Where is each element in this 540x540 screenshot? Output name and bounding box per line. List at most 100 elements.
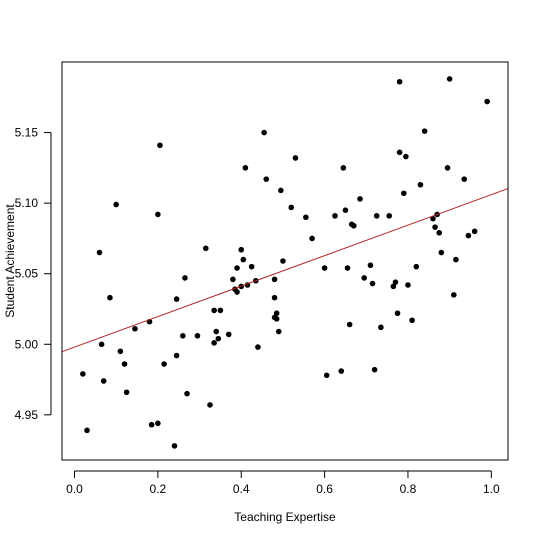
x-axis: 0.0 0.2 0.4 0.6 0.8 1.0 (66, 470, 500, 496)
y-axis-title: Student Achievement (3, 204, 17, 318)
y-tick-label: 5.15 (15, 126, 39, 140)
data-point (292, 155, 299, 161)
data-point (371, 366, 378, 373)
y-axis: 4.95 5.00 5.05 5.10 5.15 (15, 126, 52, 422)
data-point (98, 341, 105, 348)
data-point (346, 321, 353, 328)
data-point (255, 344, 261, 350)
data-point (396, 78, 403, 85)
data-point (409, 317, 415, 324)
data-point (321, 265, 328, 271)
data-point (453, 256, 459, 263)
data-point (280, 258, 286, 264)
data-point (194, 333, 201, 339)
data-point (96, 249, 103, 256)
data-point (107, 294, 113, 301)
data-point (117, 348, 124, 355)
data-point (157, 142, 163, 149)
data-point (132, 325, 138, 332)
plot-frame (61, 61, 509, 461)
data-point (323, 372, 330, 379)
data-point (332, 213, 338, 219)
data-point (288, 204, 295, 211)
data-point (386, 213, 393, 219)
data-point (123, 389, 130, 396)
data-point (350, 222, 357, 229)
data-point (273, 310, 280, 317)
data-point (438, 249, 445, 256)
x-tick-label: 0.8 (400, 482, 417, 496)
x-tick-label: 0.2 (150, 482, 167, 496)
regression-line (61, 188, 509, 353)
data-point (275, 328, 282, 335)
data-point (421, 128, 428, 134)
data-point (400, 190, 407, 197)
data-point (248, 263, 255, 270)
data-point (432, 224, 438, 230)
data-point (484, 98, 490, 105)
x-tick-label: 0.4 (233, 482, 250, 496)
data-point (80, 371, 86, 377)
data-point (225, 331, 232, 338)
data-point (392, 279, 399, 285)
data-point (113, 201, 119, 208)
data-point (155, 420, 161, 427)
data-point (390, 283, 397, 290)
data-point (278, 187, 284, 194)
data-point (182, 275, 188, 281)
data-point (378, 324, 384, 331)
data-point (303, 214, 309, 221)
data-point (309, 235, 315, 242)
data-point (238, 246, 245, 253)
data-point (161, 361, 167, 367)
data-point (180, 333, 186, 339)
data-point (396, 149, 403, 156)
y-tick-label: 4.95 (15, 408, 39, 422)
data-point (211, 340, 217, 346)
data-point (148, 421, 155, 428)
data-point (367, 262, 374, 269)
y-tick-label: 5.00 (15, 337, 39, 351)
data-points (80, 76, 490, 449)
x-tick-label: 0.6 (316, 482, 333, 496)
data-point (155, 211, 161, 218)
data-point (413, 263, 420, 270)
data-point (184, 390, 190, 397)
data-point (344, 265, 351, 271)
x-tick-label: 1.0 (483, 482, 500, 496)
data-point (394, 310, 401, 317)
data-point (357, 196, 363, 202)
data-point (446, 76, 453, 82)
data-point (240, 256, 247, 263)
data-point (242, 165, 249, 171)
data-point (342, 207, 349, 213)
data-point (271, 294, 278, 301)
data-point (340, 165, 347, 171)
data-point (121, 361, 128, 367)
data-point (234, 265, 240, 271)
data-point (217, 307, 224, 314)
data-point (173, 296, 180, 302)
data-point (338, 368, 345, 374)
data-point (211, 307, 217, 314)
data-point (369, 280, 376, 287)
data-point (444, 165, 451, 171)
data-point (361, 275, 367, 281)
data-point (261, 129, 267, 136)
x-tick-label: 0.0 (66, 482, 83, 496)
y-tick-label: 5.05 (15, 267, 39, 281)
data-point (213, 328, 220, 335)
y-tick-label: 5.10 (15, 196, 39, 210)
data-point (84, 427, 90, 434)
data-point (203, 245, 209, 252)
x-axis-title: Teaching Expertise (234, 510, 336, 524)
data-point (417, 181, 424, 188)
data-point (403, 153, 409, 160)
data-point (100, 378, 107, 384)
data-point (215, 335, 222, 342)
data-point (271, 276, 278, 283)
data-point (373, 213, 380, 219)
data-point (273, 316, 280, 322)
data-point (471, 228, 478, 235)
